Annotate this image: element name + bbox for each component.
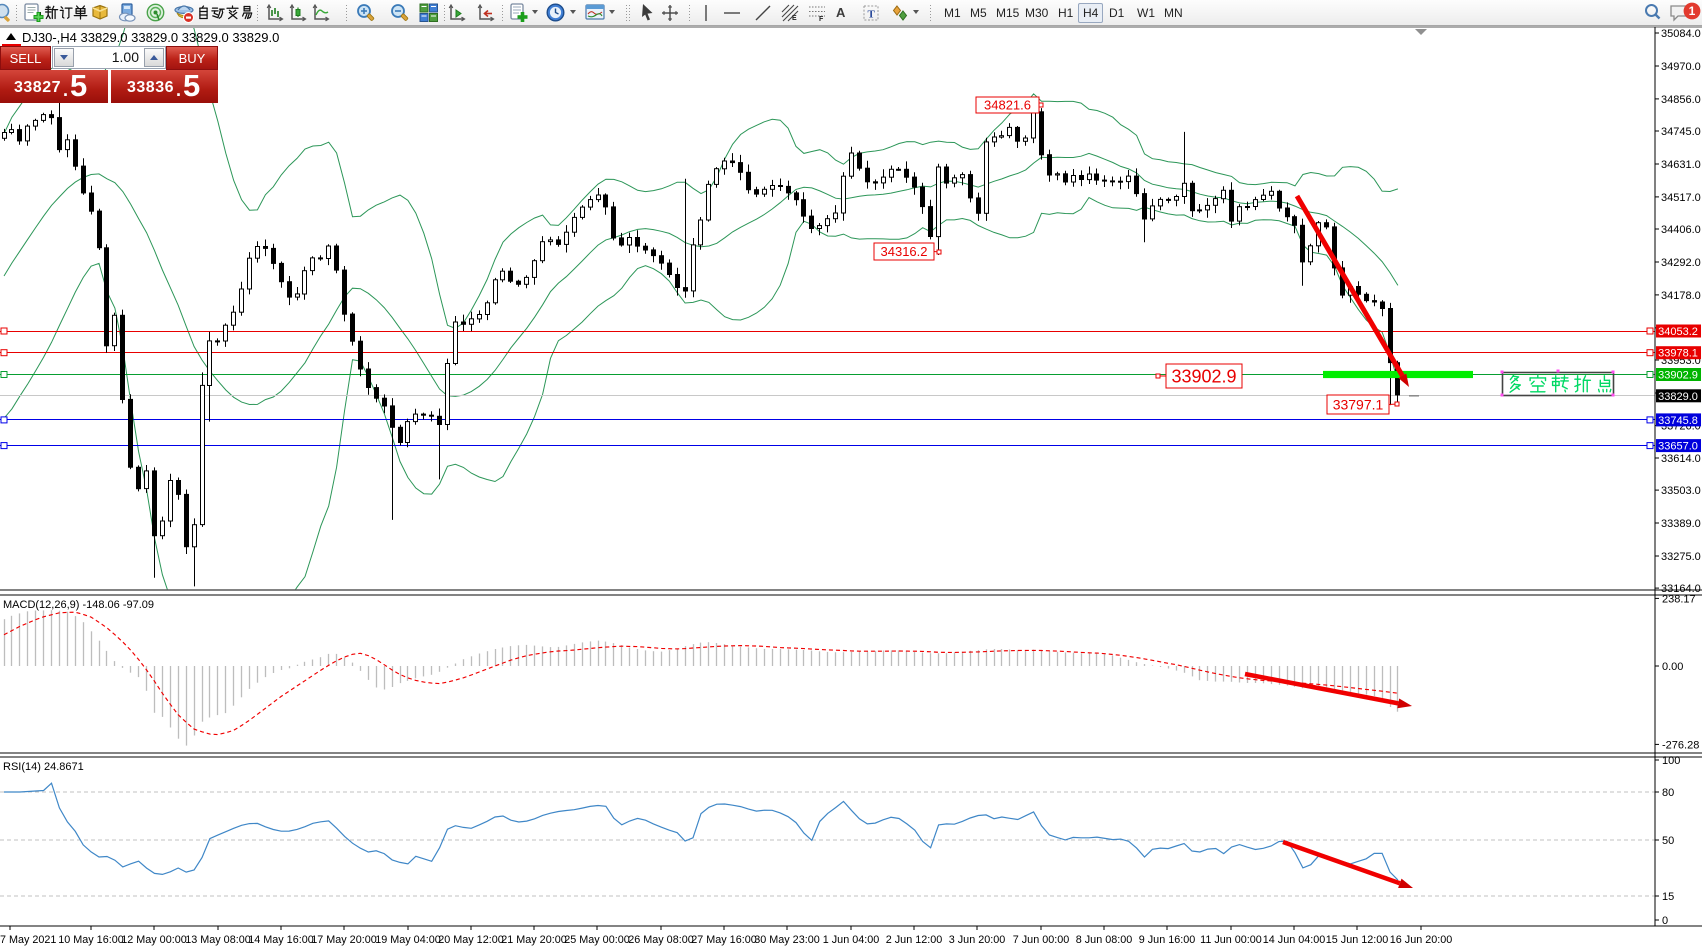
- svg-text:33389.0: 33389.0: [1661, 518, 1701, 530]
- svg-text:16 Jun 20:00: 16 Jun 20:00: [1390, 934, 1452, 946]
- svg-text:238.17: 238.17: [1662, 593, 1696, 605]
- svg-text:80: 80: [1662, 787, 1674, 799]
- svg-text:1: 1: [1689, 4, 1696, 18]
- svg-text:11 Jun 00:00: 11 Jun 00:00: [1200, 934, 1262, 946]
- svg-text:19 May 04:00: 19 May 04:00: [375, 934, 440, 946]
- svg-text:15 Jun 12:00: 15 Jun 12:00: [1326, 934, 1388, 946]
- svg-text:34745.0: 34745.0: [1661, 126, 1701, 138]
- svg-text:34053.2: 34053.2: [1658, 326, 1698, 338]
- svg-text:34517.0: 34517.0: [1661, 192, 1701, 204]
- svg-text:8 Jun 08:00: 8 Jun 08:00: [1076, 934, 1132, 946]
- svg-text:9 Jun 16:00: 9 Jun 16:00: [1139, 934, 1195, 946]
- svg-text:13 May 08:00: 13 May 08:00: [185, 934, 250, 946]
- svg-text:7 Jun 00:00: 7 Jun 00:00: [1013, 934, 1069, 946]
- svg-text:0: 0: [1662, 915, 1668, 927]
- svg-text:34970.0: 34970.0: [1661, 61, 1701, 73]
- svg-text:33657.0: 33657.0: [1658, 441, 1698, 453]
- svg-text:-276.28: -276.28: [1662, 739, 1699, 751]
- svg-text:33902.9: 33902.9: [1658, 370, 1698, 382]
- svg-text:26 May 08:00: 26 May 08:00: [628, 934, 693, 946]
- svg-text:1 Jun 04:00: 1 Jun 04:00: [823, 934, 879, 946]
- svg-text:30 May 23:00: 30 May 23:00: [754, 934, 819, 946]
- svg-text:MACD(12,26,9) -148.06 -97.09: MACD(12,26,9) -148.06 -97.09: [3, 599, 154, 611]
- svg-text:15: 15: [1662, 891, 1674, 903]
- svg-text:20 May 12:00: 20 May 12:00: [438, 934, 503, 946]
- svg-text:34406.0: 34406.0: [1661, 224, 1701, 236]
- svg-text:F: F: [819, 16, 824, 22]
- svg-text:14 May 16:00: 14 May 16:00: [248, 934, 313, 946]
- svg-text:14 Jun 04:00: 14 Jun 04:00: [1263, 934, 1325, 946]
- svg-text:T: T: [868, 9, 876, 21]
- svg-text:10 May 16:00: 10 May 16:00: [58, 934, 123, 946]
- svg-text:33978.1: 33978.1: [1658, 348, 1698, 360]
- svg-text:27 May 16:00: 27 May 16:00: [691, 934, 756, 946]
- svg-text:33902.9: 33902.9: [1171, 366, 1236, 386]
- svg-text:33614.0: 33614.0: [1661, 453, 1701, 465]
- svg-text:34178.0: 34178.0: [1661, 290, 1701, 302]
- svg-text:34631.0: 34631.0: [1661, 159, 1701, 171]
- svg-text:34856.0: 34856.0: [1661, 94, 1701, 106]
- svg-text:7 May 2021: 7 May 2021: [0, 934, 56, 946]
- svg-text:3 Jun 20:00: 3 Jun 20:00: [949, 934, 1005, 946]
- svg-text:34292.0: 34292.0: [1661, 257, 1701, 269]
- svg-text:33797.1: 33797.1: [1333, 397, 1384, 413]
- svg-text:33275.0: 33275.0: [1661, 551, 1701, 563]
- svg-text:33745.8: 33745.8: [1658, 415, 1698, 427]
- svg-text:34316.2: 34316.2: [881, 244, 928, 259]
- svg-text:12 May 00:00: 12 May 00:00: [121, 934, 186, 946]
- svg-text:17 May 20:00: 17 May 20:00: [311, 934, 376, 946]
- svg-text:33829.0: 33829.0: [1658, 391, 1698, 403]
- svg-text:100: 100: [1662, 755, 1680, 767]
- svg-text:34821.6: 34821.6: [984, 98, 1031, 113]
- svg-text:DJ30-,H4 33829.0 33829.0 3382: DJ30-,H4 33829.0 33829.0 33829.0 33829.0: [22, 30, 279, 45]
- svg-text:RSI(14) 24.8671: RSI(14) 24.8671: [3, 761, 84, 773]
- svg-text:33164.0: 33164.0: [1661, 583, 1701, 595]
- svg-text:21 May 20:00: 21 May 20:00: [501, 934, 566, 946]
- svg-text:35084.0: 35084.0: [1661, 28, 1701, 40]
- svg-text:25 May 00:00: 25 May 00:00: [564, 934, 629, 946]
- svg-text:50: 50: [1662, 835, 1674, 847]
- svg-text:0.00: 0.00: [1662, 661, 1683, 673]
- svg-text:E: E: [792, 15, 797, 22]
- svg-text:2 Jun 12:00: 2 Jun 12:00: [886, 934, 942, 946]
- svg-text:33503.0: 33503.0: [1661, 485, 1701, 497]
